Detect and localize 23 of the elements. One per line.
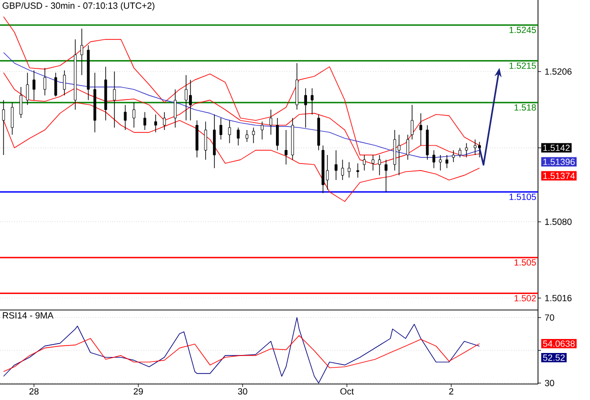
ref-line-label: 1.502 — [514, 295, 536, 302]
y-tick-label: 1.5080 — [545, 218, 572, 225]
ref-line-label: 1.5245 — [510, 26, 536, 34]
text: 1.5142 — [543, 144, 570, 152]
y-tick-label: 70 — [544, 314, 554, 321]
x-tick-label: 2 — [449, 388, 454, 394]
text: 52.52 — [543, 354, 565, 361]
x-tick-label: 28 — [29, 388, 39, 395]
ref-line-label: 1.5215 — [510, 62, 536, 69]
text: 54.0638 — [543, 340, 575, 347]
x-tick-label: 29 — [134, 388, 143, 395]
y-tick-label: 1.5016 — [545, 294, 572, 302]
ref-line-label: 1.505 — [514, 259, 536, 266]
text: 1.51374 — [543, 172, 575, 180]
ref-line-label: 1.518 — [514, 104, 536, 111]
x-tick-label: Oct — [340, 388, 354, 395]
chart-title: RSI14 - 9MA — [2, 312, 54, 319]
y-tick-label: 30 — [544, 380, 554, 386]
ref-line-label: 1.5105 — [510, 194, 536, 200]
x-tick-label: 30 — [238, 388, 248, 395]
y-tick-label: 1.5206 — [545, 68, 572, 75]
chart-title: GBP/USD - 30min - 07:10:13 (UTC+2) — [2, 2, 154, 11]
text: 1.51396 — [543, 158, 575, 166]
